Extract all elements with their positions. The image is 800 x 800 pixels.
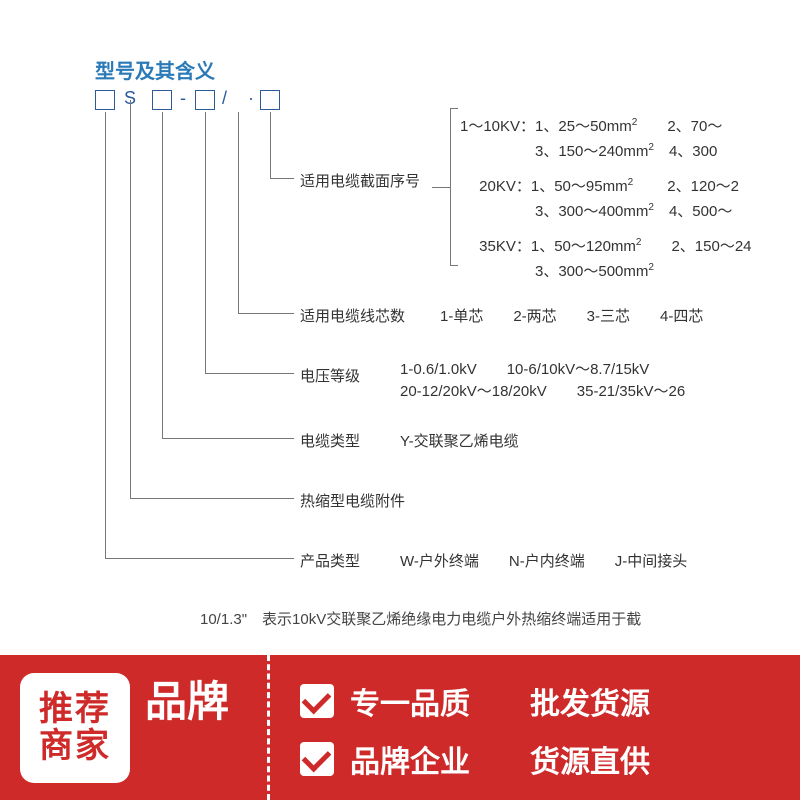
connector-vertical bbox=[105, 112, 106, 558]
connector-horizontal bbox=[270, 178, 294, 179]
banner-row-2: 品牌企业 货源直供 bbox=[300, 737, 650, 781]
row-label: 产品类型 bbox=[300, 550, 360, 571]
check-icon bbox=[300, 742, 334, 776]
row-desc: 20KV：1、50～95mm2 2、120～2 bbox=[460, 175, 739, 196]
row-desc: 3、150～240mm2 4、300 bbox=[460, 140, 717, 161]
connector-horizontal bbox=[130, 498, 294, 499]
section-title: 型号及其含义 bbox=[95, 55, 215, 84]
recommend-badge: 推荐 商家 bbox=[20, 673, 130, 783]
connector-vertical bbox=[270, 112, 271, 178]
promo-banner: 推荐 商家 品牌 专一品质 批发货源 品牌企业 货源直供 bbox=[0, 655, 800, 800]
code-box-3 bbox=[195, 90, 215, 110]
bracket-connector bbox=[432, 187, 450, 188]
badge-line-2: 商家 bbox=[39, 728, 111, 765]
banner-row-2-text: 品牌企业 货源直供 bbox=[350, 737, 650, 781]
banner-left: 推荐 商家 品牌 bbox=[0, 655, 270, 800]
connector-horizontal bbox=[238, 313, 294, 314]
row-desc: W-户外终端 N-户内终端 J-中间接头 bbox=[400, 550, 687, 571]
code-text-dash: - bbox=[180, 88, 186, 109]
check-icon bbox=[300, 684, 334, 718]
connector-horizontal bbox=[105, 558, 294, 559]
connector-vertical bbox=[130, 100, 131, 498]
banner-row-1-text: 专一品质 批发货源 bbox=[350, 679, 650, 723]
connector-horizontal bbox=[205, 373, 294, 374]
row-desc: 3、300～400mm2 4、500～ bbox=[460, 200, 732, 221]
banner-right: 专一品质 批发货源 品牌企业 货源直供 bbox=[270, 655, 800, 800]
row-desc: 3、300～500mm2 bbox=[460, 260, 654, 281]
row-desc: 35KV：1、50～120mm2 2、150～24 bbox=[460, 235, 752, 256]
connector-vertical bbox=[162, 112, 163, 438]
banner-left-text: 品牌 bbox=[145, 677, 229, 727]
row-desc: 20-12/20kV～18/20kV 35-21/35kV～26 bbox=[400, 380, 685, 401]
badge-line-1: 推荐 bbox=[39, 691, 111, 728]
code-box-4 bbox=[260, 90, 280, 110]
connector-vertical bbox=[205, 112, 206, 373]
diagram-page: 型号及其含义 S - / · 适用电缆截面序号1～10KV：1、25～50mm2… bbox=[0, 0, 800, 800]
connector-vertical bbox=[238, 112, 239, 313]
code-text-slash: / bbox=[222, 88, 227, 109]
row-desc: 1～10KV：1、25～50mm2 2、70～ bbox=[460, 115, 722, 136]
code-box-2 bbox=[152, 90, 172, 110]
row-desc: 1-单芯 2-两芯 3-三芯 4-四芯 bbox=[440, 305, 703, 326]
row-desc: Y-交联聚乙烯电缆 bbox=[400, 430, 519, 451]
row-label: 电压等级 bbox=[300, 365, 360, 386]
connector-horizontal bbox=[162, 438, 294, 439]
row-label: 热缩型电缆附件 bbox=[300, 490, 405, 511]
code-box-1 bbox=[95, 90, 115, 110]
row-label: 适用电缆截面序号 bbox=[300, 170, 420, 191]
row-label: 适用电缆线芯数 bbox=[300, 305, 405, 326]
row-desc: 1-0.6/1.0kV 10-6/10kV～8.7/15kV bbox=[400, 358, 649, 379]
row-label: 电缆类型 bbox=[300, 430, 360, 451]
example-text: 10/1.3" 表示10kV交联聚乙烯绝缘电力电缆户外热缩终端适用于截 bbox=[95, 608, 641, 629]
bracket bbox=[450, 108, 458, 266]
code-text-dot: · bbox=[248, 88, 254, 109]
banner-row-1: 专一品质 批发货源 bbox=[300, 679, 650, 723]
